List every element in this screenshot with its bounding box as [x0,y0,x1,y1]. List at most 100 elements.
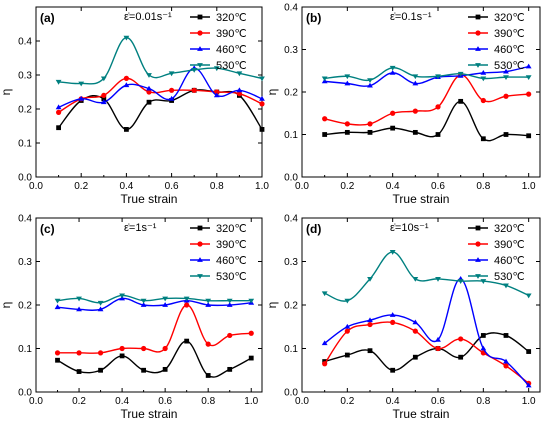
data-point [503,283,509,289]
data-point [435,345,441,352]
legend-marker [475,14,481,20]
data-point [526,133,532,139]
series-line-2 [57,297,252,312]
data-point [76,306,82,312]
data-point [226,302,233,307]
data-point [140,298,147,304]
legend-label: 320℃ [216,12,247,24]
series-line-3 [57,294,252,304]
data-point [480,333,486,338]
data-point [503,363,509,369]
data-point [480,97,486,104]
series-line-3 [324,67,529,82]
data-point [259,76,265,82]
series-line-1 [58,77,263,113]
data-point [389,312,396,317]
data-point [390,125,396,131]
data-point [321,76,328,82]
x-axis-label: True strain [121,407,178,421]
x-tick-label: 0.6 [165,181,179,192]
data-point [168,95,175,101]
data-point [101,92,107,98]
y-tick-label: 0.1 [284,344,298,355]
data-point [344,80,351,86]
x-tick-label: 0.4 [119,181,133,192]
series-line-1 [324,74,529,126]
data-point [54,298,61,304]
x-tick-label: 0.8 [210,181,224,192]
data-point [98,367,103,373]
x-tick-label: 0.2 [340,396,354,407]
data-point [344,323,351,329]
data-point [236,91,242,97]
data-point [390,110,396,116]
legend-marker [475,257,481,262]
legend-marker [475,274,481,279]
data-point [322,116,328,122]
y-tick-label: 0.1 [284,130,298,141]
data-point [259,127,265,132]
data-point [213,66,220,72]
data-point [205,373,211,378]
data-point [480,279,487,284]
data-point [321,340,328,346]
y-tick-label: 0.2 [284,301,298,312]
y-tick-label: 0.3 [18,71,32,82]
legend-marker [475,46,481,51]
data-point [367,82,373,88]
data-point [140,302,147,307]
x-axis-label: True strain [393,192,450,206]
y-tick-label: 0.0 [284,173,298,184]
data-point [525,382,532,388]
data-point [367,78,373,83]
legend-label: 320℃ [494,12,525,24]
data-point [119,353,125,359]
data-point [525,293,532,299]
y-tick-label: 0.2 [284,88,298,99]
y-axis-label: η [0,89,13,96]
legend-label: 530℃ [216,60,247,72]
data-point [389,65,396,71]
y-tick-label: 0.1 [18,344,32,355]
data-point [191,68,198,73]
data-point [525,63,532,69]
y-tick-label: 0.2 [18,301,32,312]
data-point [184,302,190,308]
data-point [56,125,61,131]
y-tick-label: 0.4 [18,37,32,48]
y-tick-label: 0.0 [284,388,298,399]
data-point [412,319,419,325]
data-point [503,358,509,364]
legend-marker [475,241,481,247]
data-point [344,74,351,80]
data-point [526,91,532,97]
series-line-0 [324,100,529,142]
data-point [412,277,419,282]
data-point [259,95,265,101]
x-tick-label: 0.0 [29,181,43,192]
data-point [389,250,396,255]
data-point [146,73,152,78]
data-point [503,68,509,74]
data-point [146,85,152,91]
y-tick-label: 0.3 [284,257,298,268]
data-point [169,87,175,93]
data-point [55,79,62,85]
data-point [503,132,509,137]
y-axis-label: η [265,89,279,96]
data-point [457,279,464,284]
data-point [248,355,254,361]
strain-rate-label: ε̇=0.1s⁻¹ [390,11,432,23]
x-tick-label: 1.0 [522,181,536,192]
x-tick-label: 0.6 [431,181,445,192]
y-tick-label: 0.1 [18,139,32,150]
x-tick-label: 0.2 [74,181,88,192]
legend-label: 390℃ [216,239,247,251]
y-tick-label: 0.4 [18,214,32,225]
data-point [322,361,328,367]
x-tick-label: 0.6 [158,396,172,407]
legend-label: 460℃ [494,44,525,56]
